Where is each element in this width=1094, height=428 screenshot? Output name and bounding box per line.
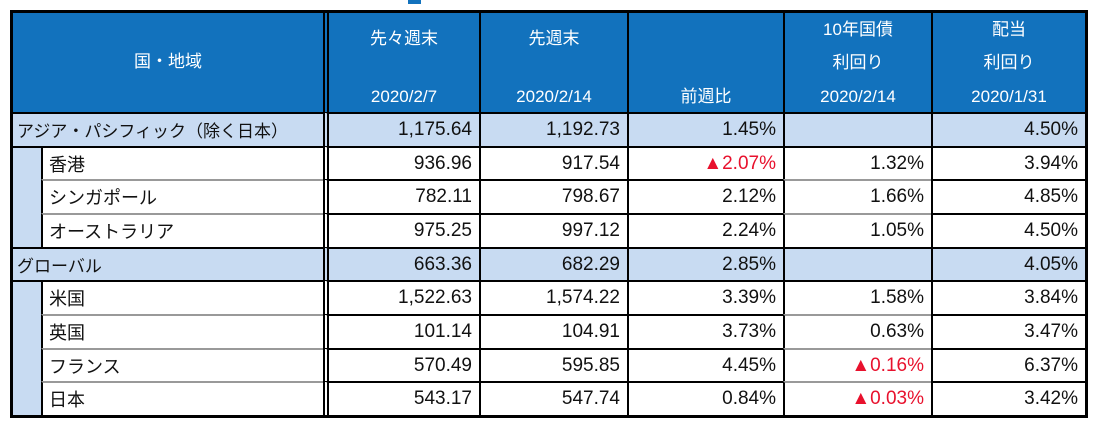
- row-uk: 英国 101.14 104.91 3.73% 0.63% 3.47%: [13, 314, 1085, 348]
- table-header-row: 国・地域 先々週末 2020/2/7 先週末 2020/2/14 前週比 10年…: [13, 13, 1085, 112]
- cell-wow: 3.73%: [627, 314, 783, 348]
- cell-prev: 1,192.73: [479, 112, 627, 146]
- header-div-label-1: 配当: [992, 20, 1026, 39]
- row-label-cell: 日本: [13, 381, 323, 416]
- cell-prev2: 663.36: [323, 246, 479, 281]
- row-label: 米国: [41, 282, 323, 315]
- cell-prev2: 1,175.64: [323, 112, 479, 146]
- row-label: フランス: [41, 347, 323, 382]
- cell-prev2: 543.17: [323, 381, 479, 416]
- row-label-cell: シンガポール: [13, 179, 323, 214]
- row-japan: 日本 543.17 547.74 0.84% ▲0.03% 3.42%: [13, 381, 1085, 416]
- cell-prev: 1,574.22: [479, 280, 627, 315]
- row-asia-pacific: アジア・パシフィック（除く日本） 1,175.64 1,192.73 1.45%…: [13, 112, 1085, 146]
- cropped-title-dash: [408, 0, 421, 4]
- indent-strip: [13, 381, 41, 416]
- indent-strip: [13, 282, 41, 315]
- cell-prev: 595.85: [479, 347, 627, 382]
- cell-div: 3.47%: [931, 314, 1085, 348]
- cell-prev2: 570.49: [323, 347, 479, 382]
- cell-div: 4.50%: [931, 112, 1085, 146]
- cell-prev: 547.74: [479, 381, 627, 416]
- cell-prev: 917.54: [479, 145, 627, 180]
- cell-prev2: 782.11: [323, 179, 479, 214]
- cell-div: 3.94%: [931, 145, 1085, 180]
- cell-prev2: 975.25: [323, 213, 479, 247]
- cell-bond: 1.66%: [783, 179, 931, 214]
- header-div-date: 2020/1/31: [971, 86, 1047, 106]
- market-index-table: 国・地域 先々週末 2020/2/7 先週末 2020/2/14 前週比 10年…: [10, 10, 1088, 418]
- cell-wow: 2.12%: [627, 179, 783, 214]
- cell-div: 4.85%: [931, 179, 1085, 214]
- cell-wow: ▲2.07%: [627, 145, 783, 180]
- header-prev2-date: 2020/2/7: [370, 86, 438, 106]
- header-bond-date: 2020/2/14: [820, 86, 896, 106]
- header-prev-date: 2020/2/14: [516, 86, 592, 106]
- cell-div: 4.05%: [931, 246, 1085, 281]
- cell-wow: 2.24%: [627, 213, 783, 247]
- row-label-cell: オーストラリア: [13, 213, 323, 247]
- cell-prev2: 101.14: [323, 314, 479, 348]
- row-label-cell: 香港: [13, 145, 323, 180]
- cell-bond: ▲0.03%: [783, 381, 931, 416]
- indent-strip: [13, 347, 41, 382]
- header-prev-week: 先週末 2020/2/14: [479, 13, 627, 112]
- cell-prev2: 1,522.63: [323, 280, 479, 315]
- cell-bond: [783, 112, 931, 146]
- header-prev2-label: 先々週末: [370, 29, 438, 48]
- cell-prev: 798.67: [479, 179, 627, 214]
- row-label: オーストラリア: [41, 213, 323, 247]
- row-label: グローバル: [13, 246, 323, 281]
- cell-wow: 4.45%: [627, 347, 783, 382]
- header-dividend-yield: 配当 利回り 2020/1/31: [931, 13, 1085, 112]
- row-label: アジア・パシフィック（除く日本）: [13, 112, 323, 146]
- header-bond-yield: 10年国債 利回り 2020/2/14: [783, 13, 931, 112]
- cell-div: 3.84%: [931, 280, 1085, 315]
- row-australia: オーストラリア 975.25 997.12 2.24% 1.05% 4.50%: [13, 213, 1085, 247]
- header-week-over-week: 前週比: [627, 13, 783, 112]
- cell-bond: 0.63%: [783, 314, 931, 348]
- indent-strip: [13, 213, 41, 247]
- cell-bond: ▲0.16%: [783, 347, 931, 382]
- cell-bond: 1.32%: [783, 145, 931, 180]
- indent-strip: [13, 314, 41, 348]
- row-singapore: シンガポール 782.11 798.67 2.12% 1.66% 4.85%: [13, 179, 1085, 214]
- cell-wow: 0.84%: [627, 381, 783, 416]
- header-prev-label: 先週末: [528, 29, 580, 48]
- header-bond-label-2: 利回り: [832, 53, 884, 73]
- row-label: 日本: [41, 381, 323, 416]
- row-label-cell: 米国: [13, 280, 323, 315]
- cell-prev: 682.29: [479, 246, 627, 281]
- cell-div: 3.42%: [931, 381, 1085, 416]
- header-bond-label-1: 10年国債: [823, 20, 893, 39]
- header-wow-label: 前週比: [680, 86, 732, 106]
- row-label-cell: 英国: [13, 314, 323, 348]
- row-label-cell: フランス: [13, 347, 323, 382]
- header-region: 国・地域: [13, 13, 323, 112]
- cell-wow: 1.45%: [627, 112, 783, 146]
- header-prev2-week: 先々週末 2020/2/7: [323, 13, 479, 112]
- cell-prev: 997.12: [479, 213, 627, 247]
- cell-div: 4.50%: [931, 213, 1085, 247]
- header-region-label: 国・地域: [134, 52, 202, 72]
- cell-bond: [783, 246, 931, 281]
- row-hong-kong: 香港 936.96 917.54 ▲2.07% 1.32% 3.94%: [13, 145, 1085, 180]
- cell-wow: 2.85%: [627, 246, 783, 281]
- row-france: フランス 570.49 595.85 4.45% ▲0.16% 6.37%: [13, 347, 1085, 382]
- cell-bond: 1.58%: [783, 280, 931, 315]
- indent-strip: [13, 179, 41, 214]
- cell-div: 6.37%: [931, 347, 1085, 382]
- row-global: グローバル 663.36 682.29 2.85% 4.05%: [13, 246, 1085, 281]
- header-div-label-2: 利回り: [983, 53, 1035, 73]
- cell-wow: 3.39%: [627, 280, 783, 315]
- cell-prev: 104.91: [479, 314, 627, 348]
- indent-strip: [13, 147, 41, 180]
- cell-prev2: 936.96: [323, 145, 479, 180]
- row-label: 香港: [41, 147, 323, 180]
- row-us: 米国 1,522.63 1,574.22 3.39% 1.58% 3.84%: [13, 280, 1085, 315]
- row-label: シンガポール: [41, 179, 323, 214]
- row-label: 英国: [41, 314, 323, 348]
- cell-bond: 1.05%: [783, 213, 931, 247]
